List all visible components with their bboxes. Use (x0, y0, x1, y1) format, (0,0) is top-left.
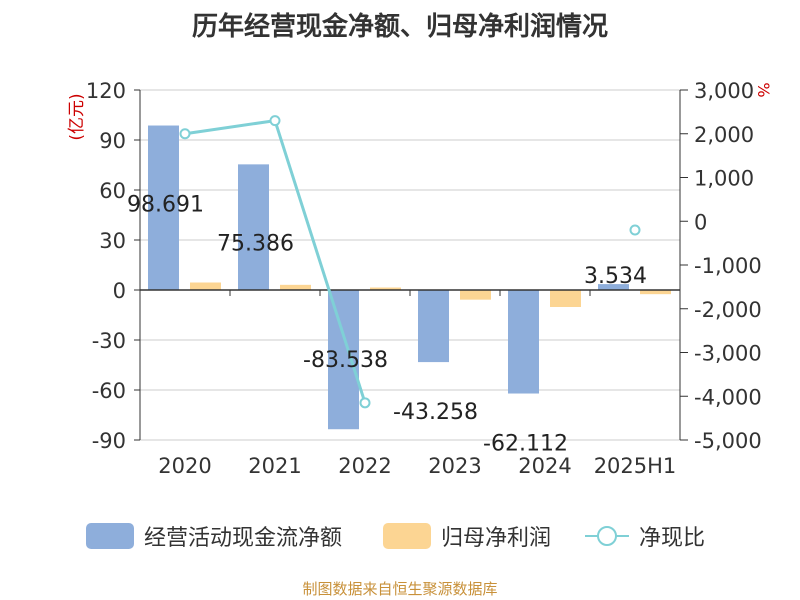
x-category-label: 2025H1 (594, 454, 677, 478)
y-left-tick-label: -60 (92, 379, 126, 403)
data-labels: 98.691 75.386 -83.538 -43.258-62.112 3.534 (127, 193, 647, 457)
y-right-unit-label: % (754, 82, 773, 97)
bar-series (148, 125, 671, 430)
bar-cash-flow (328, 290, 359, 430)
ratio-point (179, 128, 191, 140)
y-left-tick-label: -30 (92, 329, 126, 353)
y-left-tick-label: 0 (113, 279, 126, 303)
y-left-tick-label: -90 (92, 429, 126, 453)
x-category-label: 2022 (338, 454, 391, 478)
ratio-point (359, 397, 371, 409)
x-category-label: 2021 (248, 454, 301, 478)
y-right-tick-label: -2,000 (694, 298, 762, 322)
y-right-tick-label: 0 (694, 210, 707, 234)
legend-item-net-profit[interactable]: 归母净利润 (383, 516, 551, 556)
data-label-cash-flow: -83.538 (303, 348, 388, 373)
y-left-tick-label: 60 (99, 179, 126, 203)
bar-cash-flow (598, 284, 629, 290)
y-right-tick-label: 2,000 (694, 123, 754, 147)
y-left-unit-label: (亿元) (67, 93, 87, 140)
legend-swatch-net-profit (383, 523, 431, 549)
ratio-point (629, 224, 641, 236)
data-label-cash-flow: 3.534 (584, 264, 647, 289)
bar-net-profit (550, 290, 581, 307)
bar-net-profit (460, 290, 491, 300)
legend-label-ratio: 净现比 (639, 526, 706, 551)
x-category-label: 2020 (158, 454, 211, 478)
bar-cash-flow (418, 290, 449, 363)
data-label-cash-flow: -62.112 (483, 432, 568, 457)
ratio-line-series (179, 115, 641, 409)
legend-item-ratio[interactable]: 净现比 (585, 516, 705, 556)
y-right-tick-label: -3,000 (694, 342, 762, 366)
axes: 120 90 60 30 0 -30 -60 -90 3,000 2,000 1,000 0 -1,00… (67, 79, 773, 478)
y-right-tick-label: -1,000 (694, 254, 762, 278)
x-category-label: 2024 (518, 454, 571, 478)
bar-cash-flow (148, 125, 179, 290)
y-right-tick-label: 3,000 (694, 79, 754, 103)
bar-net-profit (280, 284, 311, 290)
bar-net-profit (190, 282, 221, 290)
data-label-cash-flow: 98.691 (127, 193, 204, 218)
bar-net-profit (640, 290, 671, 295)
data-label-cash-flow: 75.386 (217, 231, 294, 256)
y-right-tick-label: -4,000 (694, 385, 762, 409)
bar-cash-flow (508, 290, 539, 394)
x-category-label: 2023 (428, 454, 481, 478)
bar-net-profit (370, 287, 401, 290)
y-right-tick-label: 1,000 (694, 167, 754, 191)
y-left-tick-label: 90 (99, 129, 126, 153)
gridlines (140, 89, 680, 441)
legend-swatch-cash-flow (86, 523, 134, 549)
legend-label-net-profit: 归母净利润 (441, 526, 552, 551)
ratio-point (269, 115, 281, 127)
bar-cash-flow (238, 164, 269, 290)
data-label-cash-flow: -43.258 (393, 400, 478, 425)
source-note: 制图数据来自恒生聚源数据库 (302, 580, 498, 598)
y-left-tick-label: 120 (86, 79, 126, 103)
chart-title: 历年经营现金净额、归母净利润情况 (191, 12, 608, 42)
legend-item-cash-flow[interactable]: 经营活动现金流净额 (86, 516, 342, 556)
legend-line-circle-icon (585, 523, 629, 549)
legend: 经营活动现金流净额 归母净利润 净现比 (0, 516, 800, 556)
y-right-tick-label: -5,000 (694, 429, 762, 453)
legend-label-cash-flow: 经营活动现金流净额 (144, 526, 343, 551)
y-left-tick-label: 30 (99, 229, 126, 253)
